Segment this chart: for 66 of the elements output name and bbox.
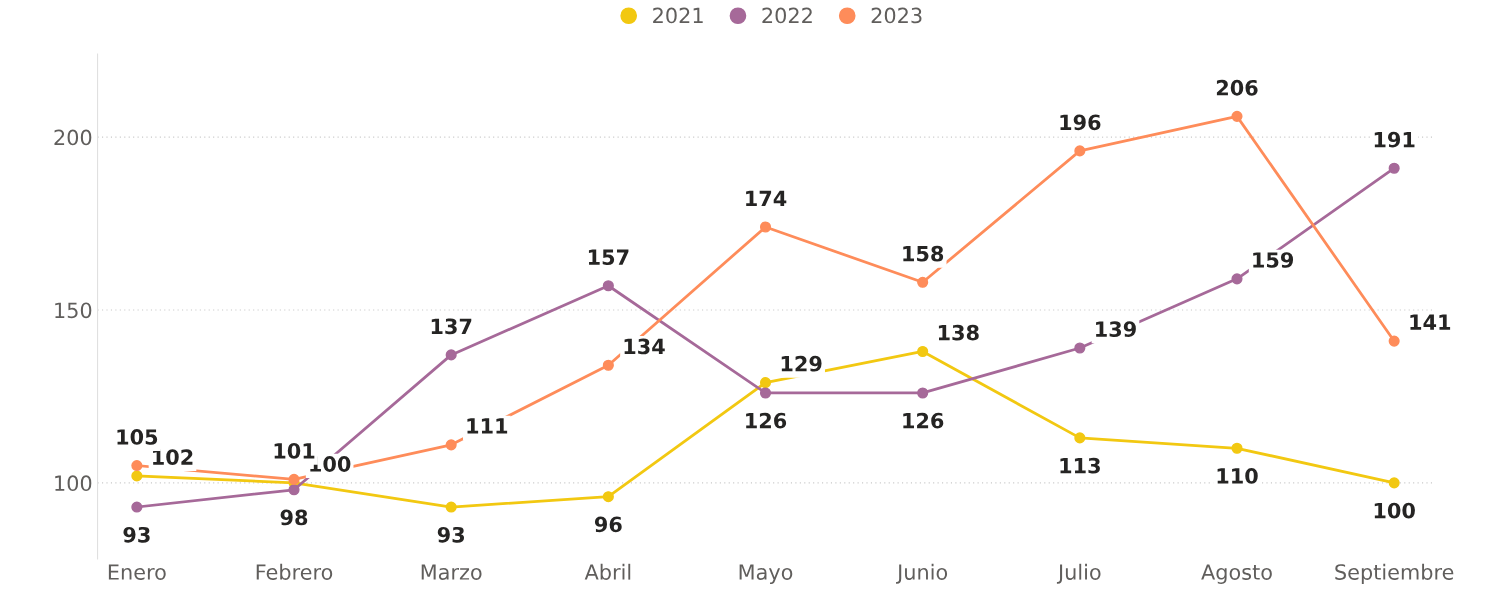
point bbox=[759, 387, 772, 399]
legend-label: 2022 bbox=[762, 7, 812, 24]
point bbox=[445, 349, 457, 361]
data-label: 93 bbox=[123, 526, 150, 543]
data-label: 126 bbox=[903, 412, 944, 429]
data-label: 105 bbox=[117, 429, 158, 445]
x-tick-label: Septiembre bbox=[1335, 563, 1454, 584]
data-label: 134 bbox=[624, 338, 665, 355]
point bbox=[1074, 145, 1086, 157]
point bbox=[445, 439, 457, 451]
x-tick-label: Enero bbox=[108, 564, 166, 580]
x-tick-label: Mayo bbox=[739, 564, 793, 584]
data-label: 111 bbox=[467, 418, 508, 434]
data-label: 126 bbox=[746, 412, 787, 429]
x-tick-label: Abril bbox=[584, 563, 631, 580]
data-label: 139 bbox=[1096, 321, 1136, 338]
data-label: 138 bbox=[938, 324, 979, 341]
point bbox=[131, 501, 143, 513]
data-label: 100 bbox=[1374, 502, 1415, 519]
data-label: 98 bbox=[280, 509, 308, 526]
point bbox=[759, 377, 772, 389]
data-label: 137 bbox=[431, 318, 472, 335]
point bbox=[1388, 162, 1400, 174]
x-tick-label: Marzo bbox=[421, 564, 482, 580]
legend-label: 2021 bbox=[653, 7, 703, 24]
point bbox=[759, 221, 772, 233]
point bbox=[1388, 335, 1400, 347]
point bbox=[288, 484, 300, 496]
data-label: 158 bbox=[903, 245, 944, 262]
point bbox=[602, 359, 614, 371]
data-label: 157 bbox=[588, 249, 629, 266]
data-label: 93 bbox=[437, 526, 465, 543]
point bbox=[1388, 477, 1400, 489]
point bbox=[1231, 273, 1243, 285]
x-tick-label: Julio bbox=[1056, 563, 1101, 584]
point bbox=[917, 345, 929, 358]
data-label: 113 bbox=[1060, 457, 1100, 474]
x-tick-label: Junio bbox=[896, 563, 948, 584]
x-tick-label: Febrero bbox=[256, 563, 333, 580]
point bbox=[917, 387, 929, 399]
legend-label: 2023 bbox=[871, 7, 922, 24]
data-label: 110 bbox=[1217, 468, 1258, 484]
data-label: 102 bbox=[153, 449, 193, 465]
y-tick-label: 100 bbox=[55, 475, 92, 492]
point bbox=[288, 473, 300, 485]
y-tick-label: 150 bbox=[55, 302, 92, 319]
point bbox=[602, 280, 614, 292]
data-label: 174 bbox=[746, 190, 787, 206]
point bbox=[1074, 342, 1086, 354]
point bbox=[445, 501, 457, 513]
data-label: 141 bbox=[1410, 314, 1451, 330]
point bbox=[131, 470, 143, 482]
point bbox=[1231, 442, 1243, 454]
data-label: 96 bbox=[594, 516, 622, 533]
x-tick-label: Agosto bbox=[1201, 564, 1272, 584]
y-tick-label: 200 bbox=[54, 129, 92, 146]
data-label: 129 bbox=[781, 355, 822, 372]
data-label: 196 bbox=[1060, 114, 1101, 131]
point bbox=[1231, 110, 1243, 122]
point bbox=[131, 460, 143, 472]
data-label: 206 bbox=[1216, 79, 1258, 96]
point bbox=[602, 491, 614, 503]
data-label: 159 bbox=[1253, 252, 1294, 268]
point bbox=[917, 276, 929, 288]
data-label: 191 bbox=[1374, 131, 1415, 148]
point bbox=[1074, 432, 1086, 444]
